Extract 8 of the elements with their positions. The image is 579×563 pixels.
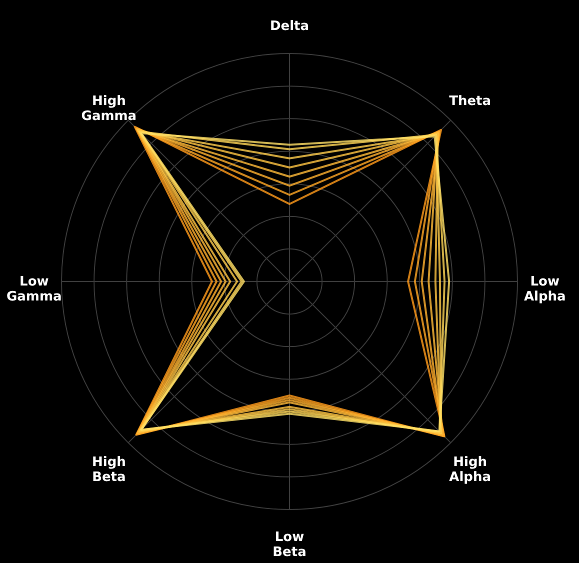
spoke-label: Low Alpha xyxy=(524,274,566,304)
spoke-label: Low Beta xyxy=(272,530,306,560)
spoke-label: Low Gamma xyxy=(6,274,62,304)
spoke-label: High Alpha xyxy=(449,455,491,486)
spoke-label: Theta xyxy=(449,94,492,109)
spoke-label: Delta xyxy=(270,19,310,34)
spoke-label: High Beta xyxy=(92,455,126,486)
spoke-label: High Gamma xyxy=(81,94,137,124)
